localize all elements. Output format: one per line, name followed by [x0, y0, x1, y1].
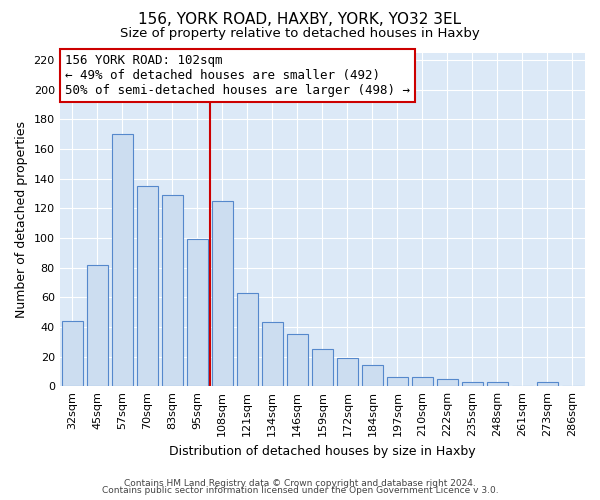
Bar — [287, 334, 308, 386]
Bar — [212, 201, 233, 386]
Bar — [112, 134, 133, 386]
Bar — [236, 292, 258, 386]
Text: Contains HM Land Registry data © Crown copyright and database right 2024.: Contains HM Land Registry data © Crown c… — [124, 478, 476, 488]
Bar — [262, 322, 283, 386]
Bar — [161, 195, 183, 386]
Bar — [137, 186, 158, 386]
Bar — [537, 382, 558, 386]
Text: 156 YORK ROAD: 102sqm
← 49% of detached houses are smaller (492)
50% of semi-det: 156 YORK ROAD: 102sqm ← 49% of detached … — [65, 54, 410, 96]
Text: Size of property relative to detached houses in Haxby: Size of property relative to detached ho… — [120, 28, 480, 40]
Bar — [362, 366, 383, 386]
Bar — [437, 379, 458, 386]
X-axis label: Distribution of detached houses by size in Haxby: Distribution of detached houses by size … — [169, 444, 476, 458]
Text: 156, YORK ROAD, HAXBY, YORK, YO32 3EL: 156, YORK ROAD, HAXBY, YORK, YO32 3EL — [139, 12, 461, 28]
Bar — [86, 264, 108, 386]
Bar — [62, 321, 83, 386]
Bar — [462, 382, 483, 386]
Y-axis label: Number of detached properties: Number of detached properties — [15, 121, 28, 318]
Text: Contains public sector information licensed under the Open Government Licence v : Contains public sector information licen… — [101, 486, 499, 495]
Bar — [412, 378, 433, 386]
Bar — [312, 349, 333, 386]
Bar — [387, 378, 408, 386]
Bar — [487, 382, 508, 386]
Bar — [187, 240, 208, 386]
Bar — [337, 358, 358, 386]
